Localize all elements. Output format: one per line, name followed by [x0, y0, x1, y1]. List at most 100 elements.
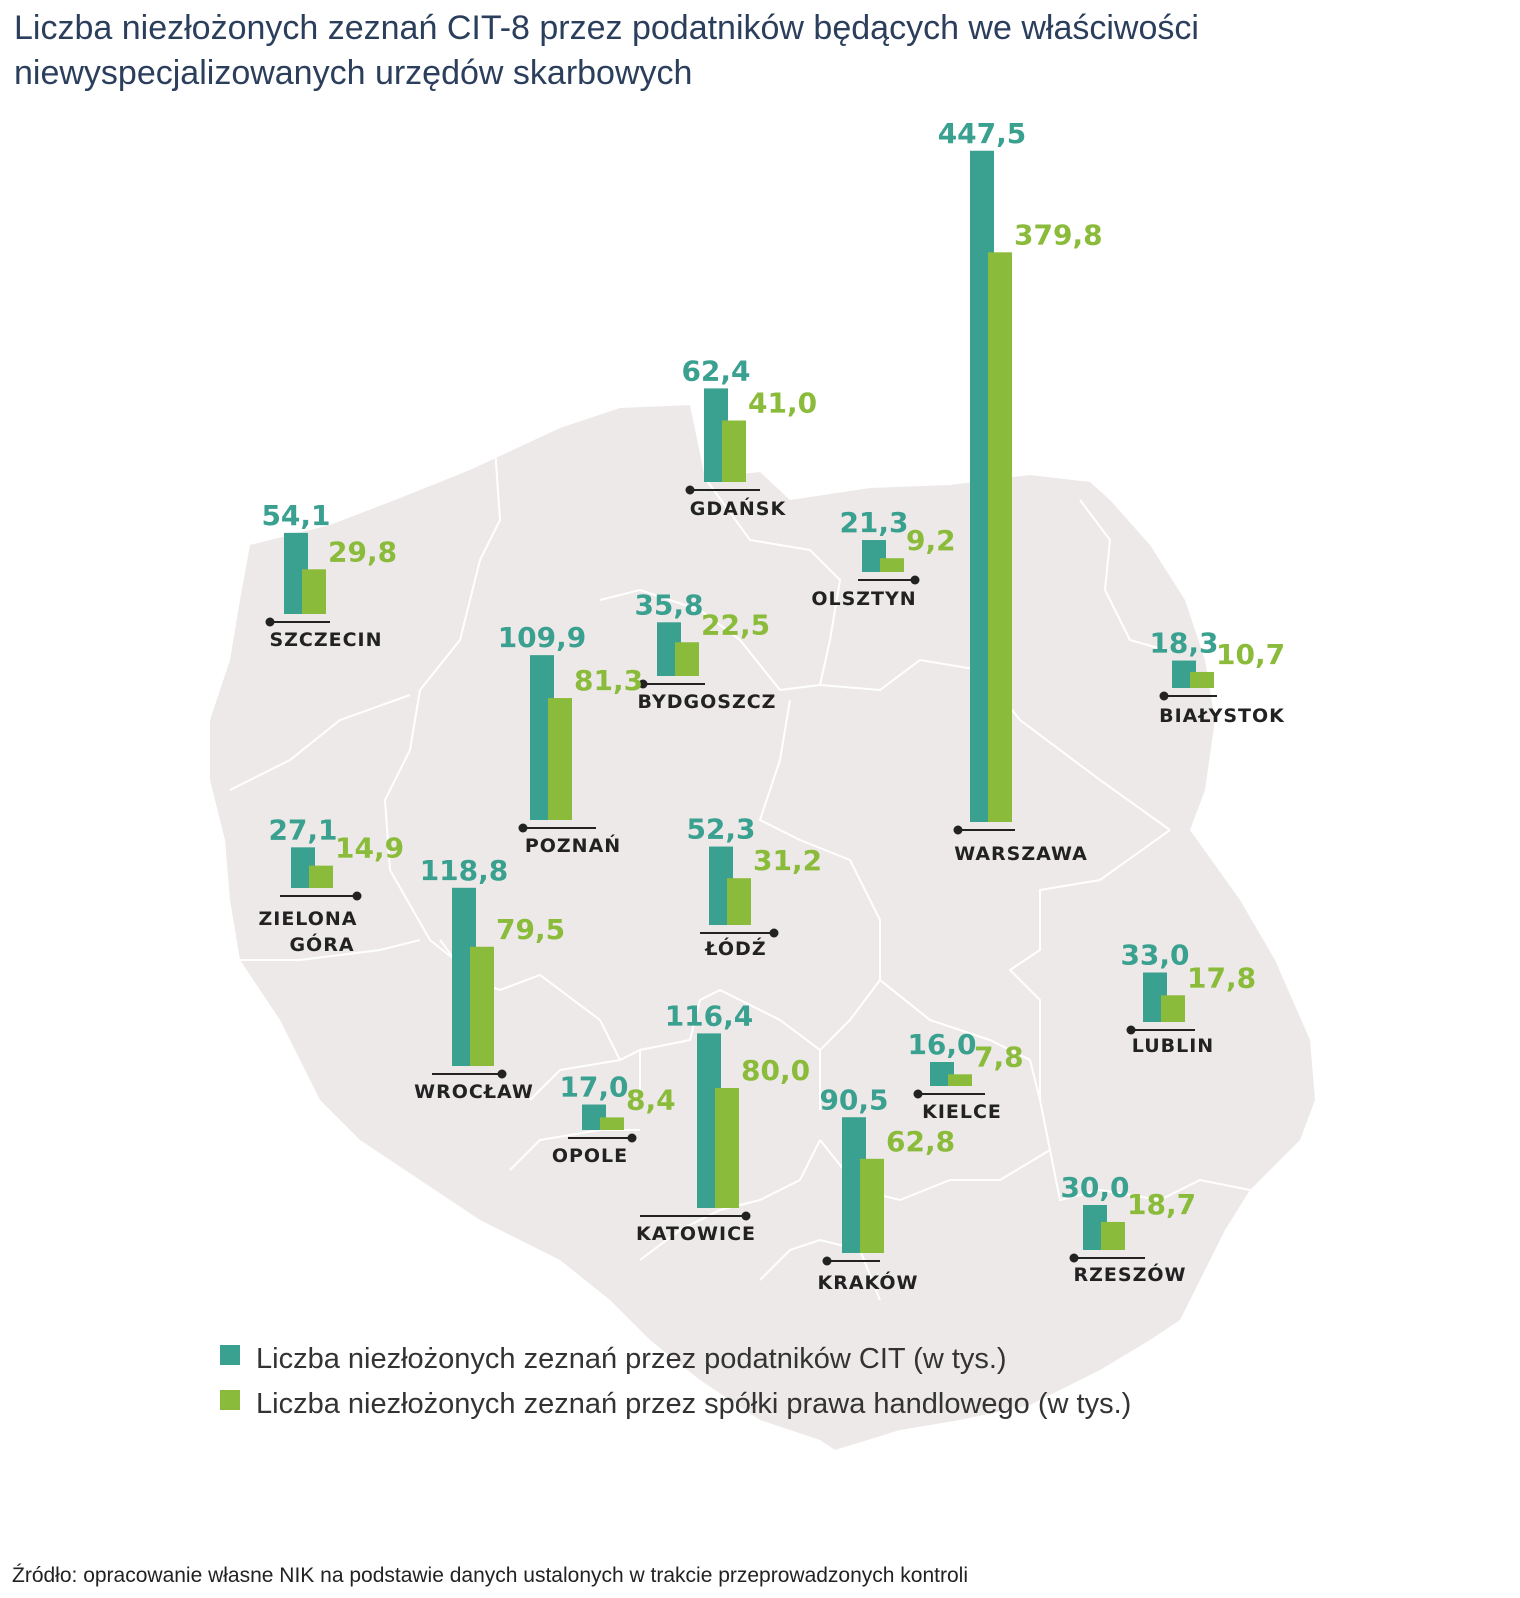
value-label-cit: 118,8	[420, 854, 509, 887]
baseline-dot	[518, 823, 528, 833]
value-label-cit: 33,0	[1120, 939, 1189, 972]
value-label-cit: 17,0	[559, 1071, 628, 1104]
city-label: POZNAŃ	[525, 834, 621, 857]
baseline-dot	[953, 825, 963, 835]
city-label: GDAŃSK	[690, 497, 787, 520]
baseline-dot	[769, 928, 779, 938]
value-label-spolki: 8,4	[626, 1083, 676, 1116]
value-label-spolki: 22,5	[701, 608, 770, 641]
city-label: OLSZTYN	[811, 588, 916, 610]
baseline-dot	[741, 1211, 751, 1221]
city-label: ŁÓDŹ	[704, 936, 766, 960]
baseline-dot	[352, 891, 362, 901]
value-label-cit: 109,9	[498, 621, 587, 654]
city-label: SZCZECIN	[269, 629, 382, 651]
chart-title: Liczba niezłożonych zeznań CIT-8 przez p…	[14, 9, 1199, 92]
bar-group-olsztyn: 21,39,2 OLSZTYN	[811, 506, 955, 610]
value-label-cit: 21,3	[839, 506, 908, 539]
value-label-cit: 27,1	[268, 813, 337, 846]
value-label-spolki: 79,5	[496, 913, 565, 946]
bar-spolki	[1101, 1221, 1125, 1250]
bar-spolki	[600, 1117, 624, 1130]
chart-map: 54,129,8 SZCZECIN 62,441,0 GDAŃSK 21,39,2 OLS…	[210, 117, 1315, 1450]
bar-spolki	[948, 1074, 972, 1086]
value-label-cit: 30,0	[1060, 1171, 1129, 1204]
bar-group-bydgoszcz: 35,822,5 BYDGOSZCZ	[634, 588, 777, 713]
poland-map	[210, 405, 1315, 1450]
city-label: OPOLE	[552, 1145, 628, 1167]
city-label: KATOWICE	[636, 1223, 756, 1245]
legend-swatch-cit	[220, 1345, 240, 1365]
city-label: RZESZÓW	[1074, 1262, 1187, 1286]
bar-groups: 54,129,8 SZCZECIN 62,441,0 GDAŃSK 21,39,2 OLS…	[258, 117, 1285, 1294]
bar-group-kielce: 16,07,8 KIELCE	[907, 1028, 1023, 1123]
city-label: GÓRA	[289, 932, 354, 956]
value-label-spolki: 80,0	[741, 1054, 810, 1087]
city-label: WROCŁAW	[414, 1081, 534, 1103]
source-note: Źródło: opracowanie własne NIK na podsta…	[12, 1564, 969, 1587]
value-label-spolki: 29,8	[328, 535, 397, 568]
baseline-dot	[913, 1089, 923, 1099]
city-label: KRAKÓW	[817, 1270, 918, 1294]
value-label-spolki: 9,2	[906, 524, 956, 557]
city-label: BIAŁYSTOK	[1159, 705, 1285, 727]
baseline-dot	[1159, 691, 1169, 701]
baseline-dot	[685, 485, 695, 495]
baseline-dot	[1126, 1025, 1136, 1035]
bar-group-łódź: 52,331,2 ŁÓDŹ	[686, 813, 822, 960]
value-label-spolki: 10,7	[1216, 638, 1285, 671]
value-label-cit: 18,3	[1149, 627, 1218, 660]
value-label-cit: 447,5	[938, 117, 1027, 150]
city-label: ZIELONA	[258, 908, 357, 930]
legend-label-cit: Liczba niezłożonych zeznań przez podatni…	[256, 1343, 1007, 1375]
bar-group-kraków: 90,5 62,8 KRAKÓW	[817, 1083, 955, 1294]
value-label-spolki: 17,8	[1187, 961, 1256, 994]
bar-spolki	[727, 878, 751, 925]
value-label-spolki: 14,9	[335, 832, 404, 865]
value-label-cit: 52,3	[686, 813, 755, 846]
legend: Liczba niezłożonych zeznań przez podatni…	[220, 1343, 1131, 1420]
value-label-spolki: 18,7	[1127, 1188, 1196, 1221]
bar-group-szczecin: 54,129,8 SZCZECIN	[261, 499, 397, 651]
bar-group-lublin: 33,017,8 LUBLIN	[1120, 939, 1256, 1058]
bar-spolki	[548, 698, 572, 820]
baseline-dot	[497, 1069, 507, 1079]
bar-group-opole: 17,08,4 OPOLE	[552, 1071, 676, 1168]
bar-spolki	[880, 558, 904, 572]
bar-spolki	[1161, 995, 1185, 1022]
baseline-dot	[1069, 1253, 1079, 1263]
bar-spolki	[675, 642, 699, 676]
city-label: LUBLIN	[1132, 1035, 1214, 1057]
bar-group-katowice: 116,4 80,0 KATOWICE	[636, 999, 810, 1245]
value-label-spolki: 31,2	[753, 844, 822, 877]
bar-spolki	[470, 946, 494, 1066]
city-label: KIELCE	[922, 1101, 1002, 1123]
bar-group-warszawa: 447,5 379,8 WARSZAWA	[938, 117, 1103, 865]
bar-spolki	[309, 865, 333, 888]
bar-group-rzeszów: 30,018,7 RZESZÓW	[1060, 1171, 1196, 1286]
bar-spolki	[715, 1088, 739, 1208]
legend-label-spolki: Liczba niezłożonych zeznań przez spółki …	[256, 1388, 1131, 1420]
value-label-cit: 90,5	[819, 1083, 888, 1116]
value-label-cit: 62,4	[681, 354, 750, 387]
value-label-spolki: 379,8	[1014, 218, 1103, 251]
baseline-dot	[627, 1133, 637, 1143]
city-label: BYDGOSZCZ	[638, 691, 777, 713]
value-label-cit: 16,0	[907, 1028, 976, 1061]
value-label-spolki: 81,3	[574, 664, 643, 697]
region-borders	[229, 447, 1251, 1301]
bar-group-poznań: 109,9 81,3 POZNAŃ	[498, 621, 643, 857]
bar-spolki	[302, 569, 326, 614]
value-label-cit: 54,1	[261, 499, 330, 532]
baseline-dot	[822, 1256, 832, 1266]
bar-spolki	[1190, 671, 1214, 688]
bar-group-wrocław: 118,8 79,5 WROCŁAW	[414, 854, 565, 1103]
city-label: WARSZAWA	[954, 843, 1088, 865]
value-label-cit: 35,8	[634, 588, 703, 621]
bar-spolki	[722, 420, 746, 482]
value-label-spolki: 7,8	[974, 1040, 1024, 1073]
legend-swatch-spolki	[220, 1390, 240, 1410]
baseline-dot	[265, 617, 275, 627]
baseline-dot	[638, 679, 648, 689]
